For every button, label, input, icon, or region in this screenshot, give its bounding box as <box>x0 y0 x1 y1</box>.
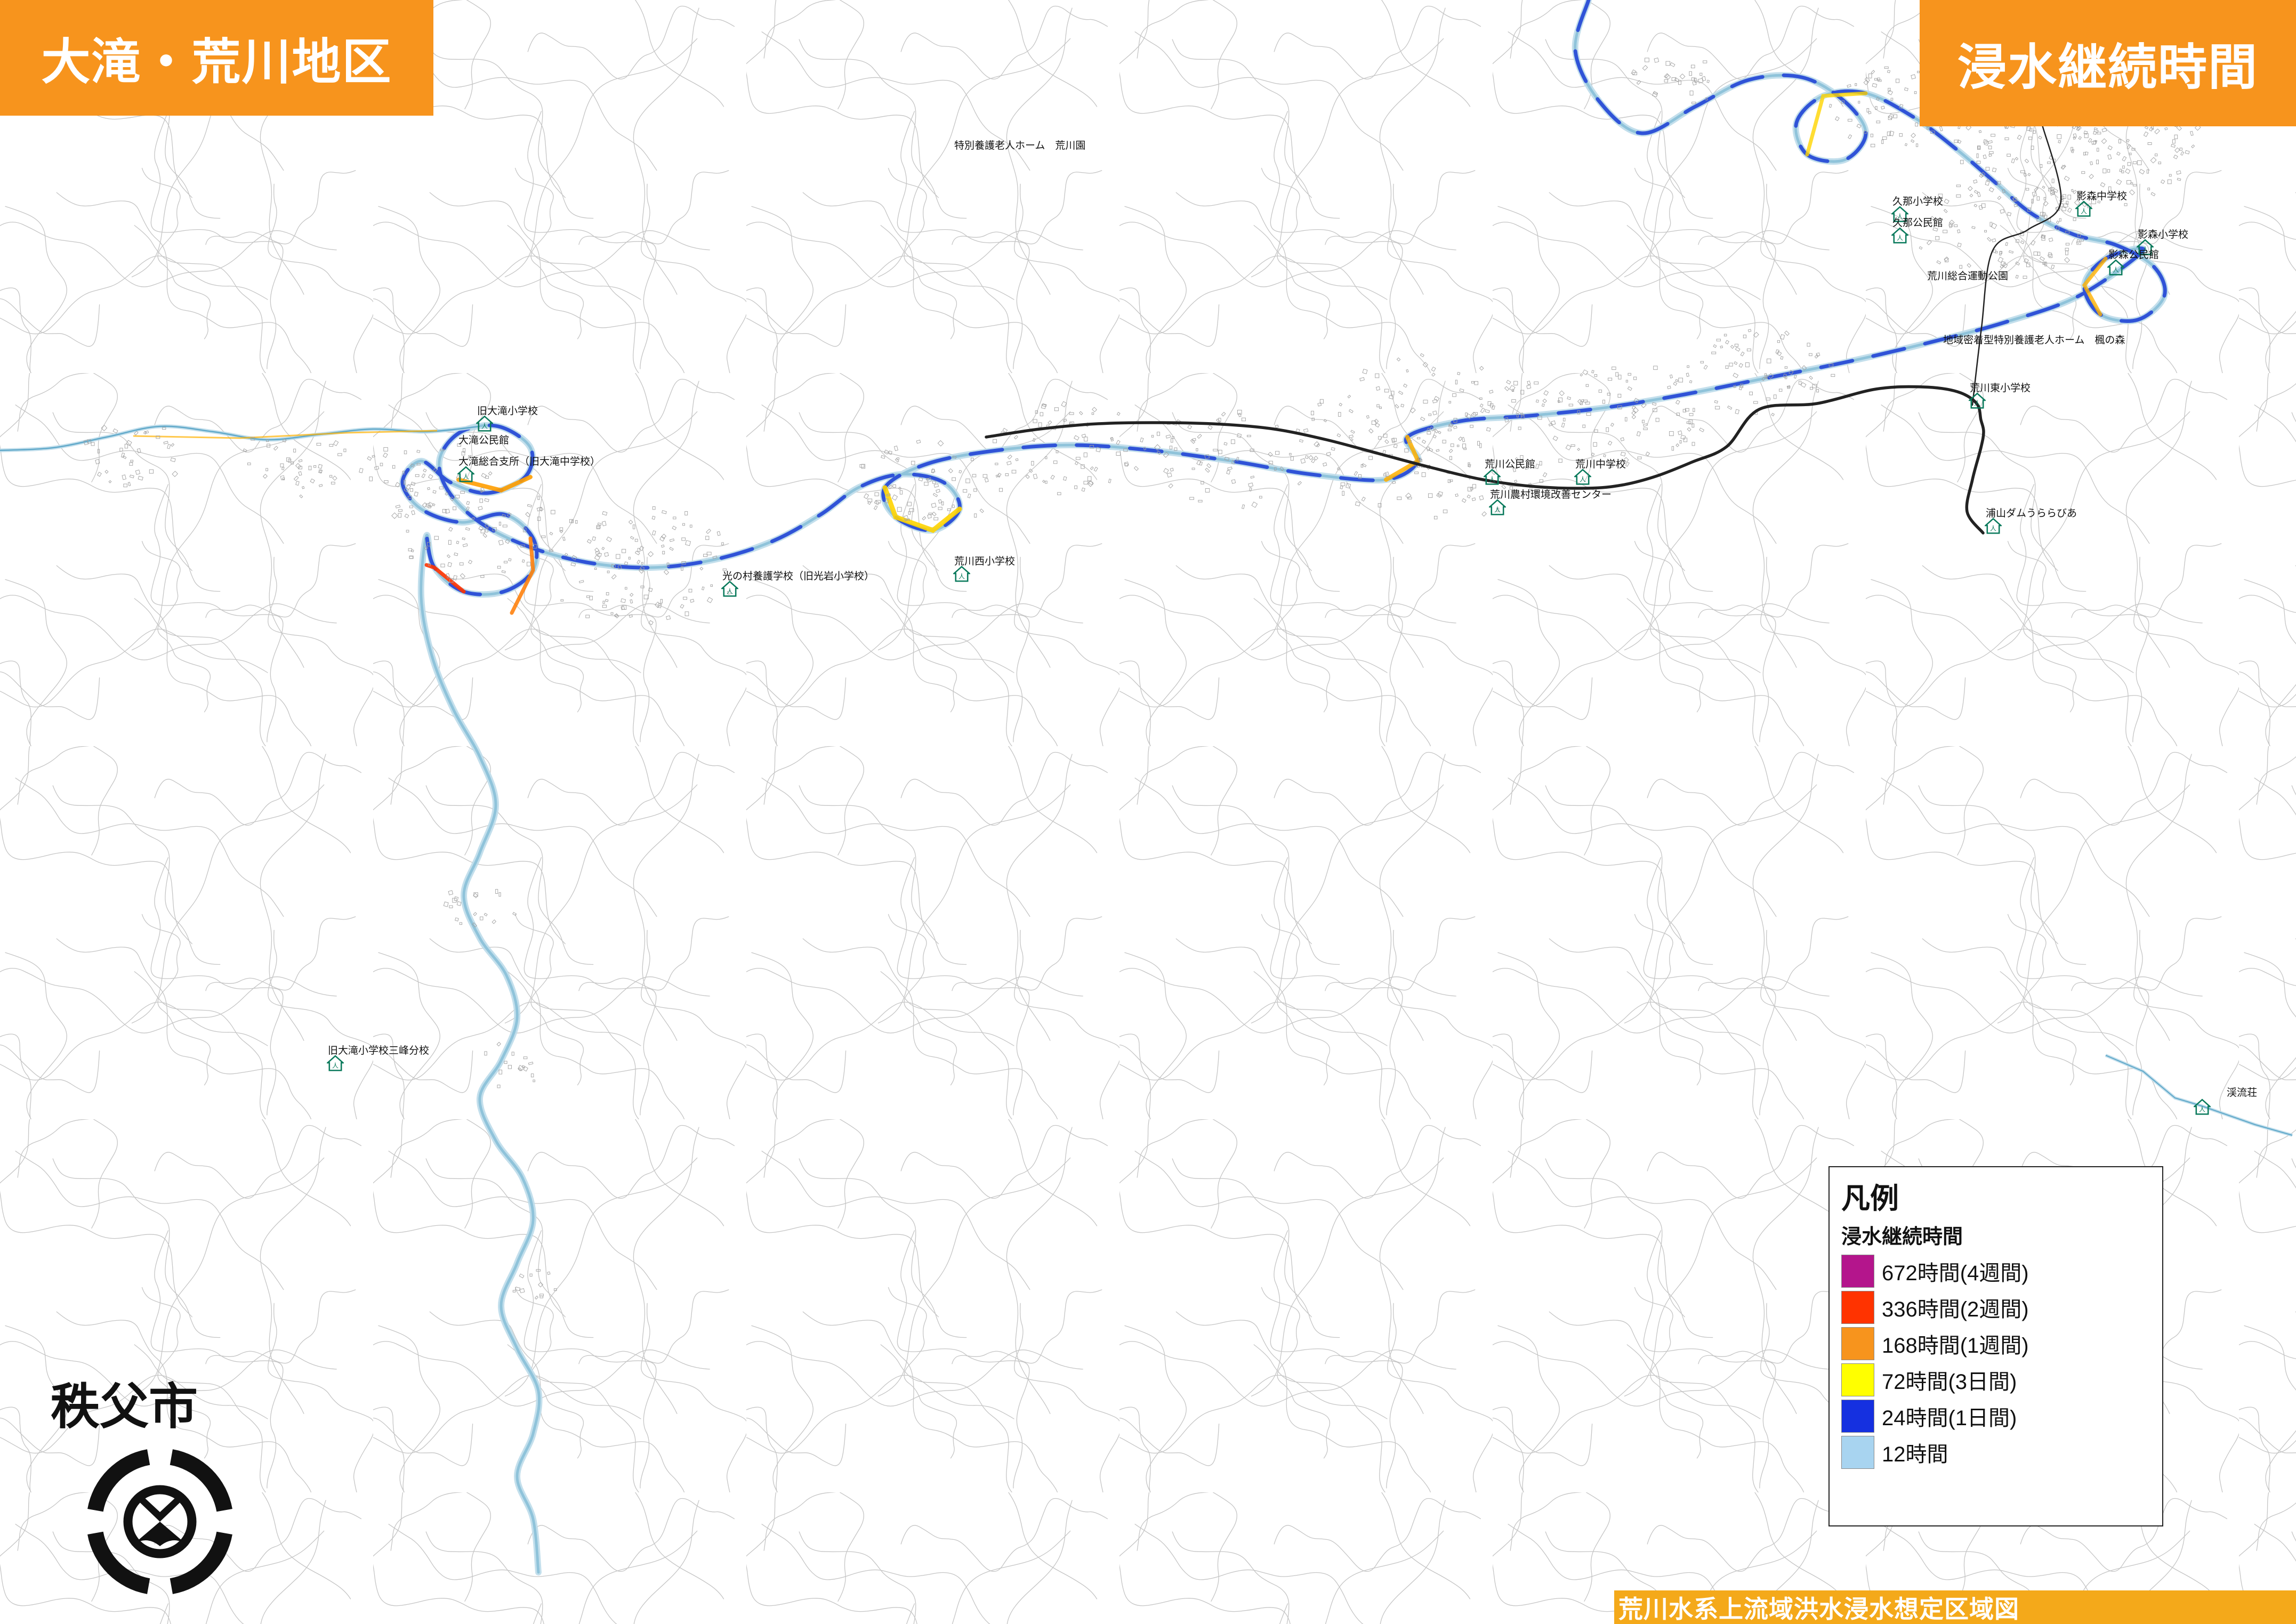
svg-text:人: 人 <box>1494 506 1501 514</box>
svg-text:人: 人 <box>958 573 965 580</box>
svg-text:人: 人 <box>2199 1106 2205 1113</box>
svg-text:人: 人 <box>2113 266 2119 274</box>
svg-text:人: 人 <box>1974 400 1980 407</box>
svg-text:人: 人 <box>1990 525 1996 532</box>
svg-text:人: 人 <box>481 423 488 430</box>
svg-text:人: 人 <box>332 1062 339 1070</box>
svg-text:人: 人 <box>1580 476 1586 483</box>
svg-text:人: 人 <box>463 473 469 481</box>
svg-text:人: 人 <box>1897 235 1903 242</box>
svg-text:人: 人 <box>1489 476 1495 483</box>
svg-text:人: 人 <box>727 588 733 595</box>
svg-text:人: 人 <box>2081 208 2087 215</box>
